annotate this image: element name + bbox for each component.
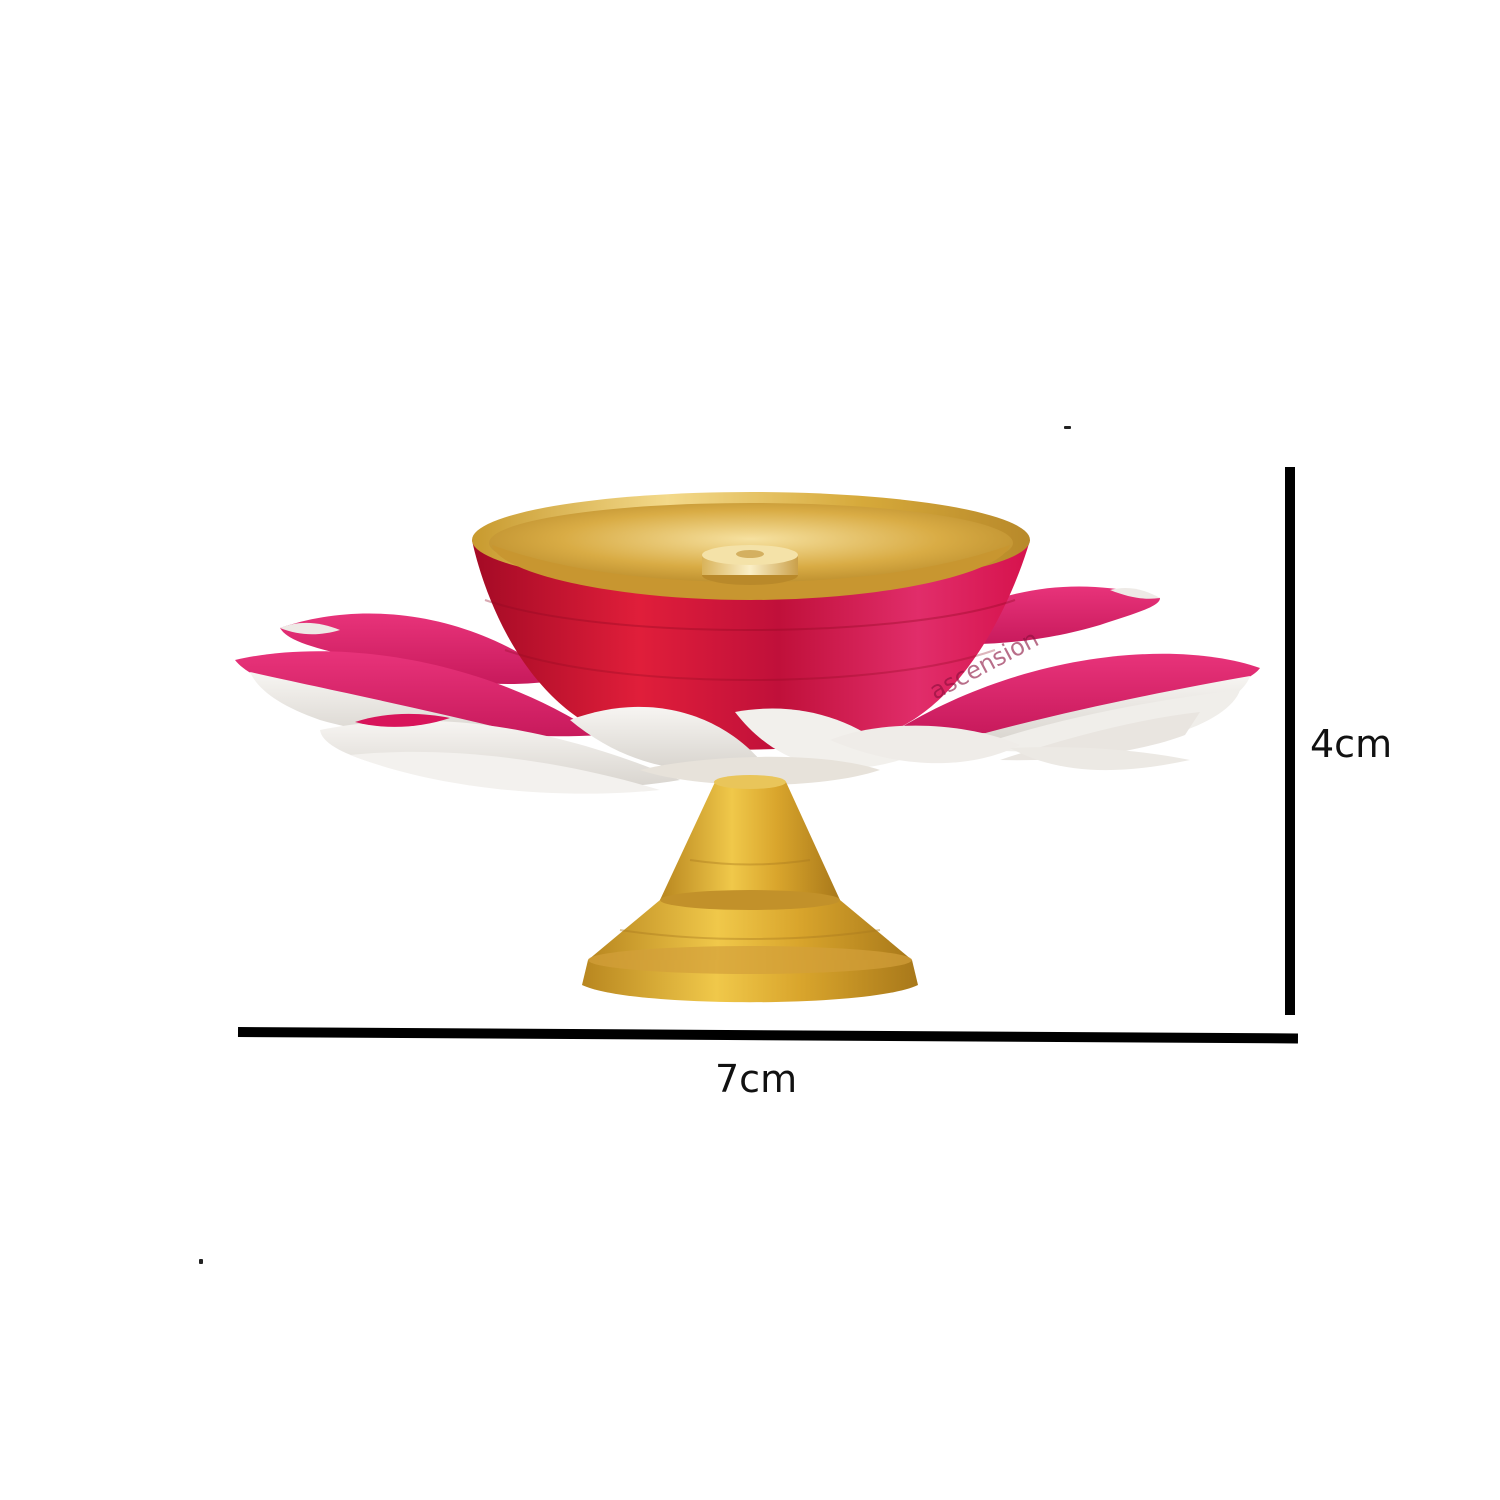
width-dimension-label: 7cm — [715, 1057, 798, 1101]
speck-bottom — [199, 1259, 203, 1264]
diya-stand — [582, 775, 918, 1003]
height-dimension-label: 4cm — [1310, 722, 1393, 766]
right-petals — [900, 653, 1260, 761]
front-petals — [350, 706, 1190, 794]
speck-top — [1064, 426, 1071, 429]
height-dimension-line — [1285, 467, 1295, 1015]
diya-bowl — [472, 492, 1030, 750]
